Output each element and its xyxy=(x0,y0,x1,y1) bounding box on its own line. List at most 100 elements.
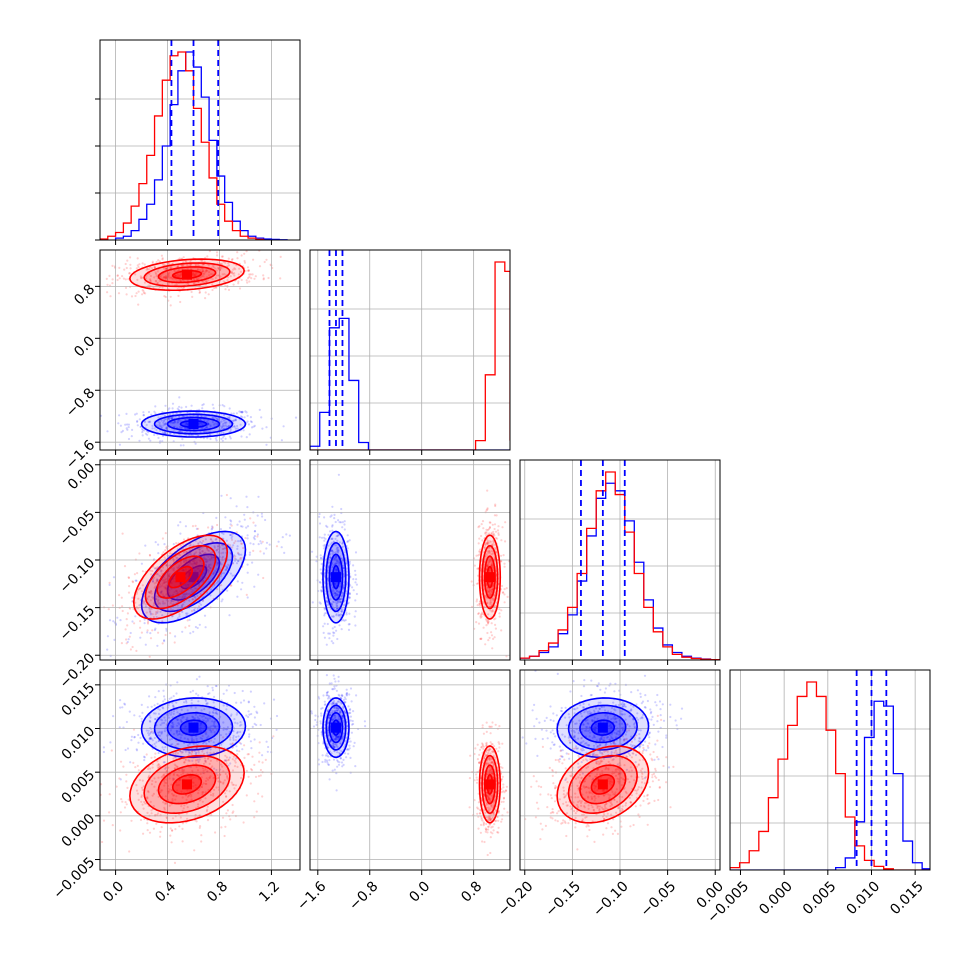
scatter-point xyxy=(158,574,161,577)
scatter-point xyxy=(161,434,165,438)
scatter-point xyxy=(342,732,345,735)
scatter-point xyxy=(340,693,343,696)
scatter-point xyxy=(141,434,144,437)
scatter-point xyxy=(352,578,355,581)
scatter-point xyxy=(139,275,142,278)
scatter-point xyxy=(229,437,232,440)
scatter-point xyxy=(190,404,193,407)
scatter-point xyxy=(220,552,223,555)
scatter-point xyxy=(315,560,318,563)
scatter-point xyxy=(194,713,197,716)
scatter-point xyxy=(151,424,154,427)
scatter-point xyxy=(190,739,194,742)
scatter-point xyxy=(156,611,159,615)
scatter-point xyxy=(81,585,83,587)
scatter-point xyxy=(195,264,198,267)
scatter-point xyxy=(239,423,242,426)
scatter-point xyxy=(52,281,54,283)
scatter-point xyxy=(484,541,487,544)
scatter-point xyxy=(335,561,339,565)
scatter-point xyxy=(487,613,490,616)
scatter-point xyxy=(131,620,134,623)
scatter-point xyxy=(337,675,340,679)
scatter-point xyxy=(337,707,340,710)
scatter-point xyxy=(184,626,187,629)
scatter-point xyxy=(158,279,161,283)
scatter-point xyxy=(322,631,325,635)
scatter-point xyxy=(175,589,178,593)
scatter-point xyxy=(233,541,236,545)
scatter-point xyxy=(169,304,172,307)
scatter-point xyxy=(332,601,335,604)
scatter-point xyxy=(179,420,182,423)
scatter-point xyxy=(337,707,340,710)
scatter-point xyxy=(349,756,352,760)
scatter-point xyxy=(190,563,193,566)
scatter-point xyxy=(235,531,238,534)
scatter-point xyxy=(157,598,160,602)
scatter-point xyxy=(231,803,234,807)
scatter-point xyxy=(178,723,181,726)
scatter-point xyxy=(224,288,227,291)
scatter-point xyxy=(176,773,179,777)
scatter-point xyxy=(171,417,174,420)
scatter-point xyxy=(186,424,189,427)
scatter-point xyxy=(334,592,337,595)
scatter-point xyxy=(176,604,179,607)
scatter-point xyxy=(191,769,194,773)
scatter-point xyxy=(160,426,164,429)
scatter-point xyxy=(331,505,334,508)
scatter-point xyxy=(125,638,128,641)
scatter-point xyxy=(204,761,207,764)
scatter-point xyxy=(202,579,205,582)
scatter-point xyxy=(241,411,244,414)
scatter-point xyxy=(487,621,490,624)
scatter-point xyxy=(490,590,493,593)
scatter-point xyxy=(194,706,197,709)
scatter-point xyxy=(157,601,160,605)
scatter-point xyxy=(171,615,174,618)
scatter-point xyxy=(325,674,328,677)
scatter-point xyxy=(201,767,205,770)
scatter-point xyxy=(483,547,486,550)
scatter-point xyxy=(148,737,151,741)
scatter-point xyxy=(249,273,252,276)
scatter-point xyxy=(153,704,156,707)
scatter-point xyxy=(489,599,492,602)
scatter-point xyxy=(141,788,144,792)
scatter-point xyxy=(344,557,348,560)
scatter-point xyxy=(174,456,176,458)
scatter-point xyxy=(198,569,201,572)
scatter-point xyxy=(127,278,130,281)
scatter-point xyxy=(338,590,341,593)
scatter-point xyxy=(234,540,237,543)
scatter-point xyxy=(349,711,352,715)
scatter-point xyxy=(322,544,325,547)
scatter-point xyxy=(136,257,139,260)
scatter-point xyxy=(212,741,215,744)
scatter-point xyxy=(501,526,504,529)
scatter-point xyxy=(482,600,485,603)
scatter-point xyxy=(279,255,282,258)
scatter-point xyxy=(160,590,163,593)
scatter-point xyxy=(222,781,225,784)
scatter-point xyxy=(198,551,201,554)
scatter-point xyxy=(332,742,335,746)
scatter-point xyxy=(486,565,489,568)
scatter-point xyxy=(187,564,190,567)
scatter-point xyxy=(198,758,201,761)
scatter-point xyxy=(342,763,345,767)
scatter-point xyxy=(197,543,200,546)
scatter-point xyxy=(182,769,186,772)
scatter-point xyxy=(489,594,492,597)
scatter-point xyxy=(118,414,121,417)
scatter-point xyxy=(207,430,210,433)
scatter-point xyxy=(138,715,141,718)
scatter-point xyxy=(139,818,143,822)
scatter-point xyxy=(335,735,338,738)
scatter-point xyxy=(224,421,227,424)
scatter-point xyxy=(161,719,164,722)
scatter-point xyxy=(203,418,206,421)
scatter-point xyxy=(149,632,152,635)
scatter-point xyxy=(501,818,504,821)
